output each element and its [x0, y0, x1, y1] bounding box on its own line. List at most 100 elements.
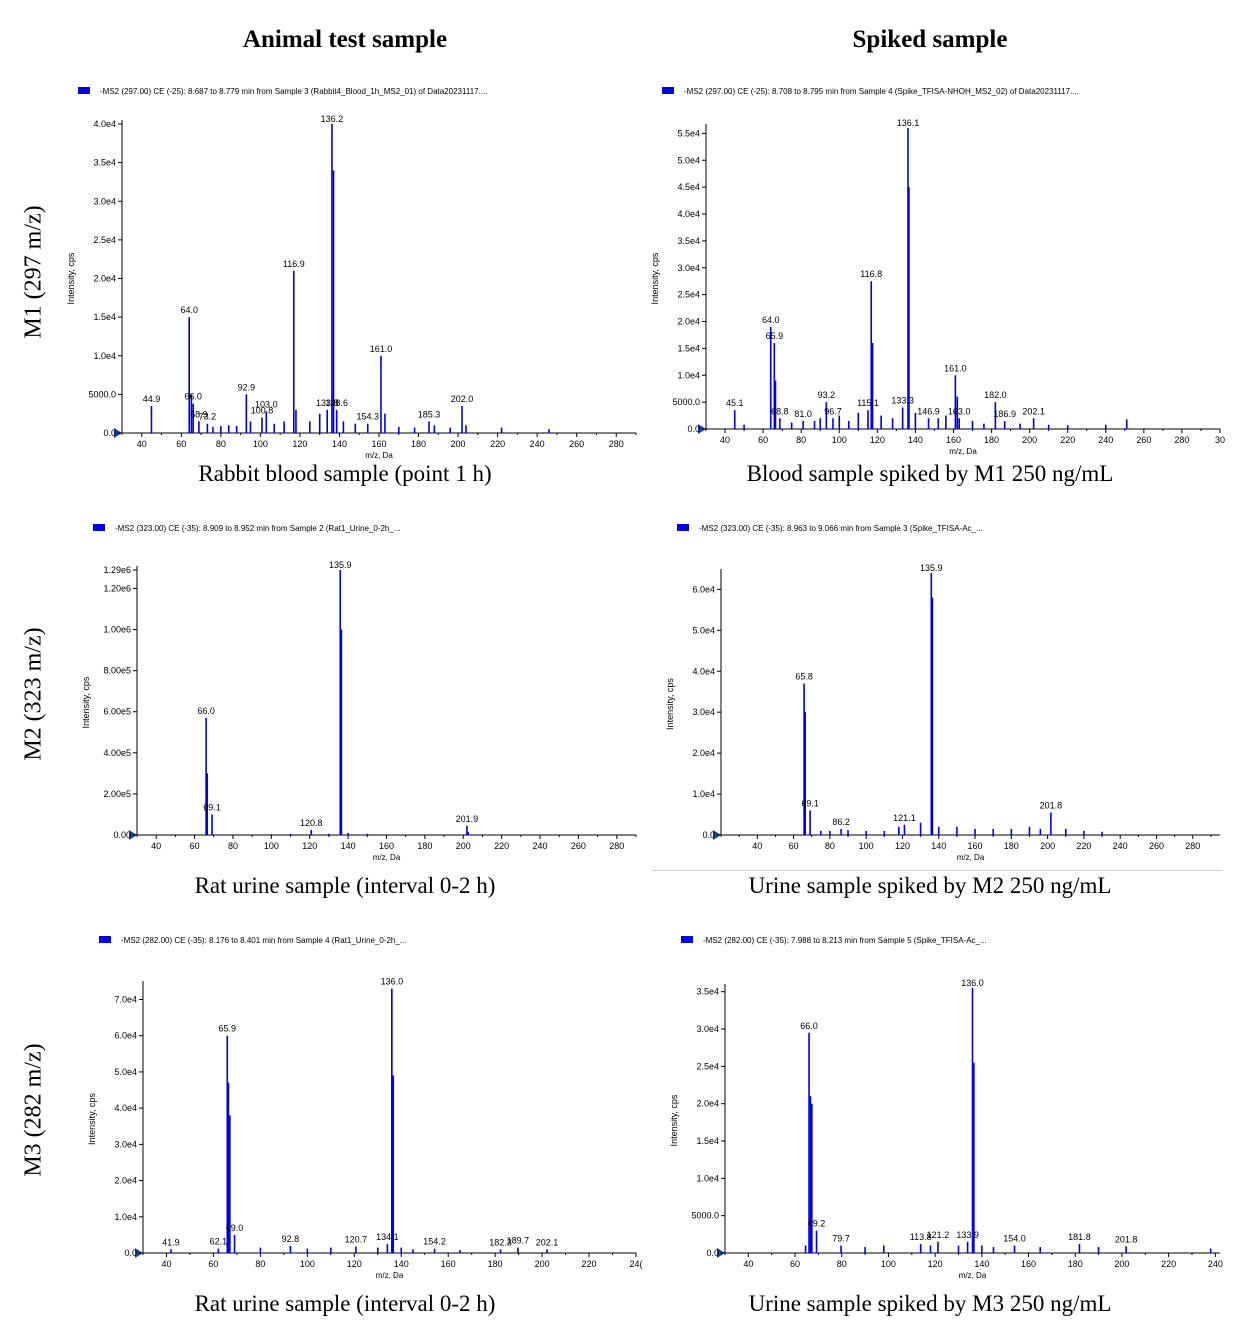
x-tick-label: 220	[490, 439, 505, 449]
x-tick-label: 160	[379, 841, 394, 851]
x-tick-label: 80	[255, 1259, 265, 1269]
caption-m2-spiked: Urine sample spiked by M2 250 ng/mL	[748, 873, 1112, 898]
x-tick-label: 40	[752, 841, 762, 851]
peak-label: 81.0	[794, 409, 812, 419]
x-tick-label: 140	[332, 439, 347, 449]
peak-label: 69.2	[808, 1219, 826, 1229]
x-tick-label: 60	[190, 841, 200, 851]
x-tick-label: 260	[569, 439, 584, 449]
x-tick-label: 140	[908, 435, 923, 445]
x-tick-label: 40	[137, 439, 147, 449]
y-tick-label: 2.5e4	[677, 290, 700, 300]
caption-m2-animal: Rat urine sample (interval 0-2 h)	[194, 873, 496, 898]
x-tick-label: 240	[1208, 1259, 1223, 1269]
y-axis-title: Intensity, cps	[87, 1093, 97, 1145]
peak-label: 103.0	[255, 399, 278, 409]
peak-label: 45.1	[726, 398, 744, 408]
x-tick-label: 160	[1021, 1259, 1036, 1269]
legend-text: -MS2 (282.00) CE (-35): 7.988 to 8.213 m…	[703, 936, 987, 945]
peak-label: 161.0	[370, 344, 393, 354]
y-tick-label: 5000.0	[672, 397, 700, 407]
peak-label: 136.0	[961, 978, 984, 988]
y-tick-label: 1.0e4	[677, 370, 700, 380]
legend-swatch	[78, 87, 90, 94]
x-tick-label: 200	[456, 841, 471, 851]
x-axis-title: m/z, Da	[365, 451, 393, 460]
peak-label: 136.2	[321, 114, 344, 124]
y-tick-label: 3.0e4	[93, 196, 116, 206]
y-tick-label: 3.5e4	[677, 236, 700, 246]
y-axis-title: Intensity, cps	[650, 252, 660, 304]
y-axis-title: Intensity, cps	[665, 678, 675, 730]
x-axis-title: m/z, Da	[373, 853, 401, 862]
y-tick-label: 4.00e5	[103, 748, 131, 758]
x-tick-label: 120	[895, 841, 910, 851]
y-tick-label: 3.0e4	[677, 263, 700, 273]
y-tick-label: 0.0	[124, 1248, 137, 1258]
peak-label: 201.8	[1040, 800, 1063, 810]
legend-text: -MS2 (297.00) CE (-25): 8.708 to 8.795 m…	[684, 87, 1079, 96]
caption-m1-spiked: Blood sample spiked by M1 250 ng/mL	[746, 461, 1114, 486]
x-tick-label: 40	[151, 841, 161, 851]
peak-label: 69.1	[203, 802, 221, 812]
x-axis-title: m/z, Da	[957, 853, 985, 862]
x-tick-label: 180	[417, 841, 432, 851]
peak-label: 100.8	[251, 406, 274, 416]
x-tick-label: 120	[347, 1259, 362, 1269]
x-axis-title: m/z, Da	[959, 1271, 987, 1280]
y-tick-label: 1.0e4	[93, 351, 116, 361]
y-tick-label: 4.5e4	[677, 182, 700, 192]
peak-label: 65.9	[766, 331, 784, 341]
caption-m3-spiked: Urine sample spiked by M3 250 ng/mL	[748, 1291, 1112, 1316]
x-tick-label: 160	[371, 439, 386, 449]
x-tick-label: 220	[1060, 435, 1075, 445]
y-tick-label: 3.5e4	[696, 987, 719, 997]
peak-label: 69.1	[801, 798, 819, 808]
column-header-animal: Animal test sample	[242, 26, 448, 53]
peak-label: 202.0	[451, 394, 474, 404]
x-tick-label: 240	[1098, 435, 1113, 445]
x-tick-label: 180	[984, 435, 999, 445]
peak-label: 146.9	[917, 406, 940, 416]
y-tick-label: 1.29e6	[103, 565, 131, 575]
y-tick-label: 1.0e4	[692, 789, 715, 799]
x-tick-label: 140	[974, 1259, 989, 1269]
peak-label: 135.9	[920, 563, 943, 573]
x-tick-label: 180	[1004, 841, 1019, 851]
peak-label: 79.7	[832, 1234, 850, 1244]
x-tick-label: 40	[743, 1259, 753, 1269]
peak-label: 66.0	[197, 706, 215, 716]
x-tick-label: 80	[825, 841, 835, 851]
spectrum-panel-m2-spiked: -MS2 (323.00) CE (-35): 8.963 to 9.066 m…	[665, 524, 1220, 862]
peak-label: 201.9	[456, 814, 479, 824]
peak-label: 154.2	[423, 1237, 446, 1247]
x-tick-label: 100	[832, 435, 847, 445]
peak-label: 66.0	[184, 392, 202, 402]
y-tick-label: 5.0e4	[114, 1067, 137, 1077]
peak-label: 92.8	[282, 1234, 300, 1244]
x-tick-label: 260	[1136, 435, 1151, 445]
row-separator	[652, 870, 1222, 871]
peak-label: 201.8	[1115, 1234, 1138, 1244]
x-tick-label: 140	[341, 841, 356, 851]
y-tick-label: 1.00e6	[103, 625, 131, 635]
peak-label: 202.1	[1022, 406, 1045, 416]
y-tick-label: 3.0e4	[692, 707, 715, 717]
y-tick-label: 1.5e4	[696, 1136, 719, 1146]
y-tick-label: 2.00e5	[103, 789, 131, 799]
y-axis-title: Intensity, cps	[81, 676, 91, 728]
legend-swatch	[93, 524, 105, 531]
x-tick-label: 280	[1185, 841, 1200, 851]
peak-label: 181.8	[1068, 1232, 1091, 1242]
y-tick-label: 4.0e4	[677, 209, 700, 219]
peak-label: 154.0	[1003, 1234, 1026, 1244]
y-tick-label: 4.0e4	[114, 1103, 137, 1113]
spectrum-panel-m1-animal: -MS2 (297.00) CE (-25): 8.687 to 8.779 m…	[66, 87, 637, 460]
x-tick-label: 60	[789, 841, 799, 851]
x-tick-label: 200	[451, 439, 466, 449]
x-tick-label: 180	[488, 1259, 503, 1269]
peak-label: 121.1	[893, 813, 916, 823]
y-tick-label: 2.0e4	[696, 1099, 719, 1109]
x-tick-label: 200	[535, 1259, 550, 1269]
peak-label: 120.7	[345, 1234, 368, 1244]
